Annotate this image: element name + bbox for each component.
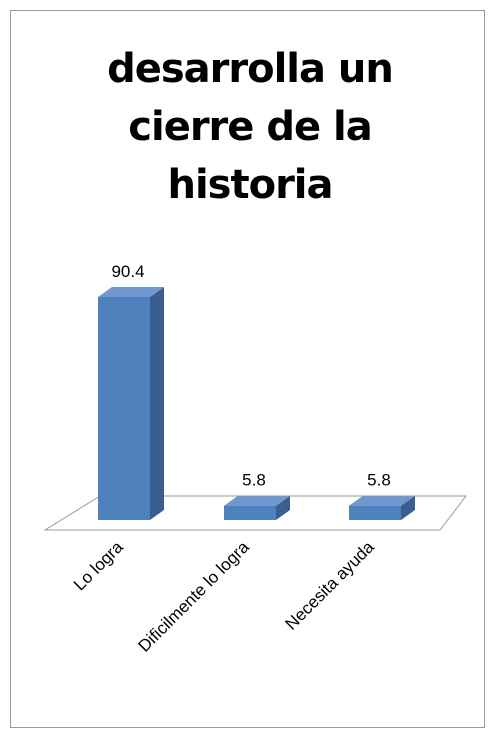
floor [43, 495, 468, 531]
bar-side [276, 495, 290, 520]
chart-title: desarrolla un cierre de la historia [107, 46, 394, 208]
bar-side [401, 495, 415, 520]
bar-top [224, 495, 290, 506]
bar [98, 297, 150, 520]
bar-side [150, 287, 164, 520]
x-tick-label: Necesita ayuda [282, 537, 379, 634]
data-label: 5.8 [367, 471, 391, 490]
bar-top [349, 495, 415, 506]
bar-top [98, 287, 164, 297]
bar [224, 505, 276, 520]
data-label: 5.8 [242, 471, 266, 490]
x-tick-label: Lo logra [70, 537, 127, 594]
bar [349, 505, 401, 520]
x-tick-label: Dificilmente lo logra [134, 537, 253, 656]
data-label: 90.4 [111, 262, 144, 281]
chart-frame [10, 10, 485, 728]
